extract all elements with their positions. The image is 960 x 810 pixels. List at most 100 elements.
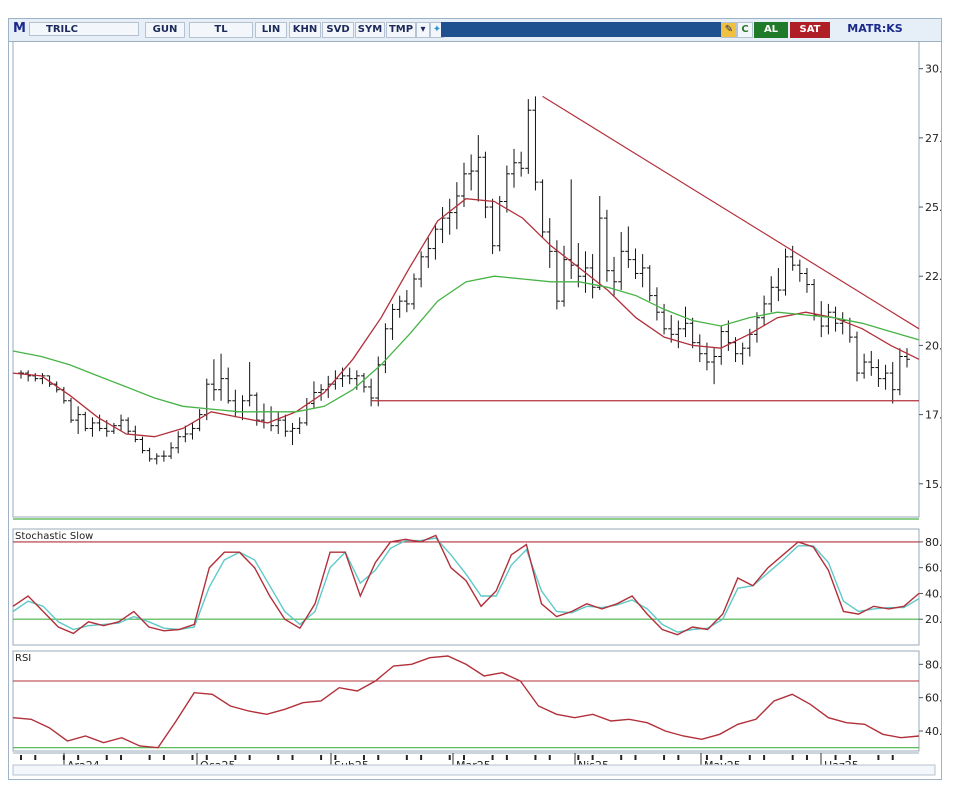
price-y-tick-label-6: 15. bbox=[925, 478, 941, 491]
tmp-button[interactable]: TMP bbox=[386, 22, 416, 38]
ohlc-bar bbox=[168, 442, 175, 459]
ohlc-bar bbox=[832, 306, 839, 332]
khn-button[interactable]: KHN bbox=[289, 22, 321, 38]
ohlc-bar bbox=[653, 287, 660, 321]
ohlc-bar bbox=[532, 96, 539, 191]
ohlc-bar bbox=[118, 414, 125, 432]
panel-frame-1 bbox=[12, 528, 920, 646]
ohlc-bar bbox=[632, 248, 639, 279]
panel-frame-0 bbox=[12, 41, 920, 518]
ohlc-bar bbox=[210, 359, 217, 401]
ohlc-bar bbox=[875, 359, 882, 387]
ohlc-bar bbox=[603, 209, 610, 282]
menu-m-button[interactable]: M bbox=[13, 21, 26, 36]
ohlc-bar bbox=[596, 195, 603, 291]
ohlc-bar bbox=[146, 447, 153, 462]
ohlc-bar bbox=[818, 301, 825, 338]
ohlc-bar bbox=[296, 417, 303, 434]
linear-button[interactable]: LIN bbox=[255, 22, 287, 38]
currency-button[interactable]: TL bbox=[189, 22, 253, 38]
stochastic-y-tick-label-3: 20. bbox=[925, 613, 941, 626]
ohlc-bar bbox=[346, 367, 353, 385]
ohlc-bar bbox=[775, 267, 782, 302]
svd-button[interactable]: SVD bbox=[322, 22, 354, 38]
ohlc-bar bbox=[789, 245, 796, 271]
ma-red-line bbox=[12, 198, 920, 438]
ohlc-bar bbox=[160, 450, 167, 462]
stochastic-y-tick-label-0: 80. bbox=[925, 536, 941, 549]
ohlc-bar bbox=[675, 320, 682, 349]
toolbar: M TRILC GUN TL LIN KHN SVD SYM TMP ▾ ✦ ✎… bbox=[9, 19, 941, 42]
ohlc-bar bbox=[725, 320, 732, 351]
price-y-tick-label-2: 25. bbox=[925, 201, 941, 214]
ohlc-bar bbox=[646, 265, 653, 302]
ohlc-bar bbox=[75, 406, 82, 434]
ohlc-bar bbox=[303, 398, 310, 426]
brand-label: MATR:KS bbox=[835, 22, 915, 36]
stochastic-series-line-1 bbox=[12, 534, 920, 636]
ohlc-bar bbox=[825, 303, 832, 335]
ohlc-bar bbox=[396, 295, 403, 318]
rsi-y-tick-label-2: 40. bbox=[925, 725, 941, 738]
price-y-tick-label-4: 20. bbox=[925, 339, 941, 352]
rsi-panel-title: RSI bbox=[15, 653, 31, 664]
ohlc-bar bbox=[232, 389, 239, 418]
ohlc-bar bbox=[268, 406, 275, 432]
ohlc-bar bbox=[539, 179, 546, 238]
ohlc-bar bbox=[868, 350, 875, 376]
chart-canvas[interactable]: 30. 27. 25. 22. 20. 17. 15. 80. 60. 40. 20. Stochas… bbox=[9, 41, 941, 779]
ohlc-bar bbox=[882, 364, 889, 390]
ohlc-bar bbox=[403, 290, 410, 313]
ohlc-bar bbox=[896, 348, 903, 396]
ohlc-bar bbox=[904, 348, 910, 368]
ohlc-bar bbox=[518, 151, 525, 177]
ohlc-bar bbox=[68, 398, 75, 423]
ohlc-bar bbox=[439, 207, 446, 244]
panel-frame-2 bbox=[12, 650, 920, 752]
buy-button[interactable]: AL bbox=[754, 22, 788, 38]
stochastic-y-tick-label-2: 40. bbox=[925, 587, 941, 600]
c-button[interactable]: C bbox=[737, 22, 753, 38]
ohlc-bar bbox=[82, 411, 89, 432]
rsi-y-tick-label-1: 60. bbox=[925, 692, 941, 705]
ohlc-bar bbox=[132, 425, 139, 443]
ohlc-bar bbox=[718, 326, 725, 365]
ohlc-bar bbox=[625, 226, 632, 268]
stochastic-y-tick-label-1: 60. bbox=[925, 562, 941, 575]
ohlc-bar bbox=[32, 373, 39, 382]
ohlc-bar bbox=[489, 198, 496, 255]
ohlc-bar bbox=[153, 453, 160, 465]
ohlc-bar bbox=[503, 165, 510, 213]
symbol-field[interactable]: TRILC bbox=[29, 22, 139, 36]
ohlc-bar bbox=[589, 254, 596, 299]
ohlc-bar bbox=[310, 381, 317, 410]
price-y-tick-label-3: 22. bbox=[925, 270, 941, 283]
ohlc-bar bbox=[511, 148, 518, 188]
ohlc-bar bbox=[175, 431, 182, 454]
ohlc-bar bbox=[89, 417, 96, 437]
ohlc-bar bbox=[553, 240, 560, 310]
pencil-icon[interactable]: ✎ bbox=[721, 22, 737, 38]
ohlc-bar bbox=[475, 135, 482, 202]
ohlc-bar bbox=[753, 312, 760, 343]
ohlc-bar bbox=[239, 395, 246, 421]
horizontal-scrollbar bbox=[12, 764, 936, 776]
ohlc-bar bbox=[218, 353, 225, 401]
period-button[interactable]: GUN bbox=[145, 22, 185, 38]
ohlc-bar bbox=[639, 254, 646, 288]
ohlc-bar bbox=[689, 317, 696, 349]
ohlc-bar bbox=[189, 422, 196, 440]
ohlc-bar bbox=[389, 303, 396, 340]
ohlc-bar bbox=[768, 276, 775, 313]
sym-button[interactable]: SYM bbox=[355, 22, 385, 38]
ohlc-bar bbox=[182, 425, 189, 443]
ma-green-line bbox=[12, 275, 920, 413]
dropdown-arrow-icon[interactable]: ▾ bbox=[416, 22, 430, 38]
ohlc-bar bbox=[696, 334, 703, 363]
ohlc-bar bbox=[761, 295, 768, 327]
ohlc-bar bbox=[282, 414, 289, 437]
ohlc-bar bbox=[260, 403, 267, 429]
ohlc-bar bbox=[318, 384, 325, 401]
ohlc-bar bbox=[889, 362, 896, 404]
sell-button[interactable]: SAT bbox=[790, 22, 830, 38]
